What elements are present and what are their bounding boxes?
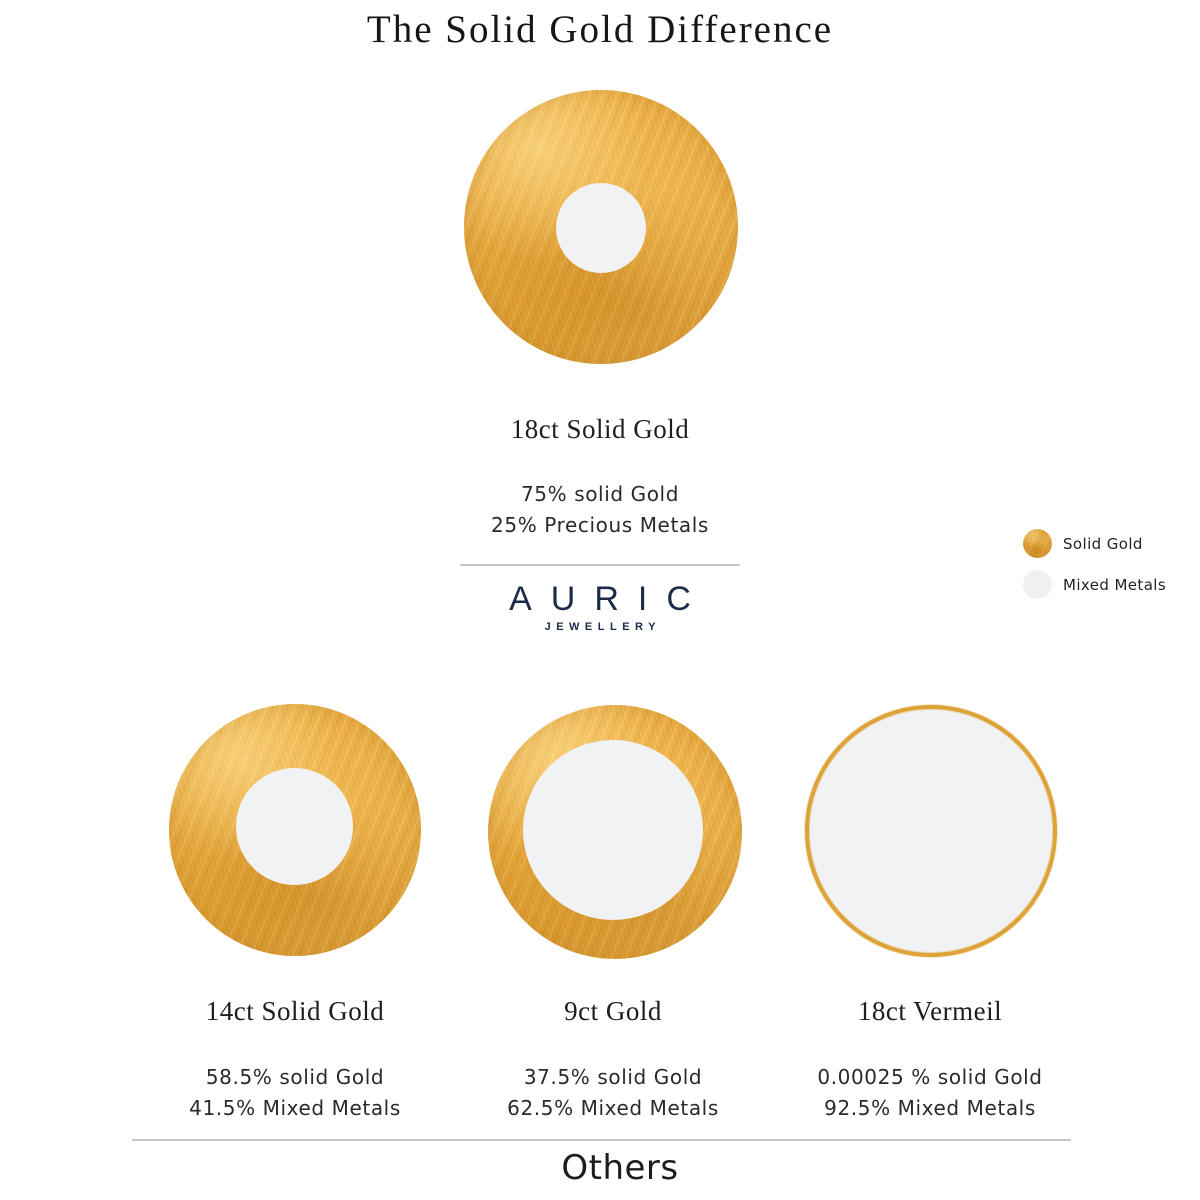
mixed-core-14ct (236, 768, 353, 885)
gold-disc-18ct (464, 90, 738, 364)
item-name-vermeil: 18ct Vermeil (857, 996, 1003, 1026)
gold-percentage-18ct: 75% solid Gold (520, 482, 680, 506)
mixed-core-18ct (556, 183, 646, 273)
item-stats-18ct: 75% solid Gold 25% Precious Metals (0, 479, 1200, 541)
item-name-9ct: 9ct Gold (564, 996, 662, 1026)
mixed-percentage-14ct: 41.5% Mixed Metals (189, 1096, 401, 1120)
mixed-percentage-9ct: 62.5% Mixed Metals (507, 1096, 719, 1120)
legend-label-solid-gold: Solid Gold (1063, 534, 1143, 553)
vermeil-disc-18ct (805, 705, 1057, 957)
item-name-14ct: 14ct Solid Gold (205, 996, 385, 1026)
mixed-metals-swatch-icon (1023, 570, 1052, 599)
brand-name: AURIC (509, 580, 710, 618)
legend-item-solid-gold: Solid Gold (1023, 529, 1143, 558)
item-stats-14ct: 58.5% solid Gold 41.5% Mixed Metals (145, 1062, 445, 1124)
brand-tagline: JEWELLERY (544, 621, 661, 633)
gold-disc-14ct (169, 704, 421, 956)
item-stats-9ct: 37.5% solid Gold 62.5% Mixed Metals (463, 1062, 763, 1124)
others-label: Others (561, 1148, 679, 1188)
logo-divider-line (460, 564, 740, 566)
mixed-core-9ct (523, 740, 703, 920)
footer-divider-line (132, 1139, 1071, 1141)
mixed-percentage-vermeil: 92.5% Mixed Metals (824, 1096, 1036, 1120)
page-title: The Solid Gold Difference (366, 8, 834, 51)
gold-percentage-vermeil: 0.00025 % solid Gold (817, 1065, 1043, 1089)
gold-percentage-14ct: 58.5% solid Gold (205, 1065, 385, 1089)
legend-item-mixed-metals: Mixed Metals (1023, 570, 1166, 599)
solid-gold-swatch-icon (1023, 529, 1052, 558)
item-name-18ct: 18ct Solid Gold (510, 414, 690, 444)
legend-label-mixed-metals: Mixed Metals (1063, 575, 1167, 594)
mixed-percentage-18ct: 25% Precious Metals (491, 513, 709, 537)
item-stats-vermeil: 0.00025 % solid Gold 92.5% Mixed Metals (780, 1062, 1080, 1124)
gold-percentage-9ct: 37.5% solid Gold (523, 1065, 703, 1089)
gold-disc-9ct (488, 705, 742, 959)
